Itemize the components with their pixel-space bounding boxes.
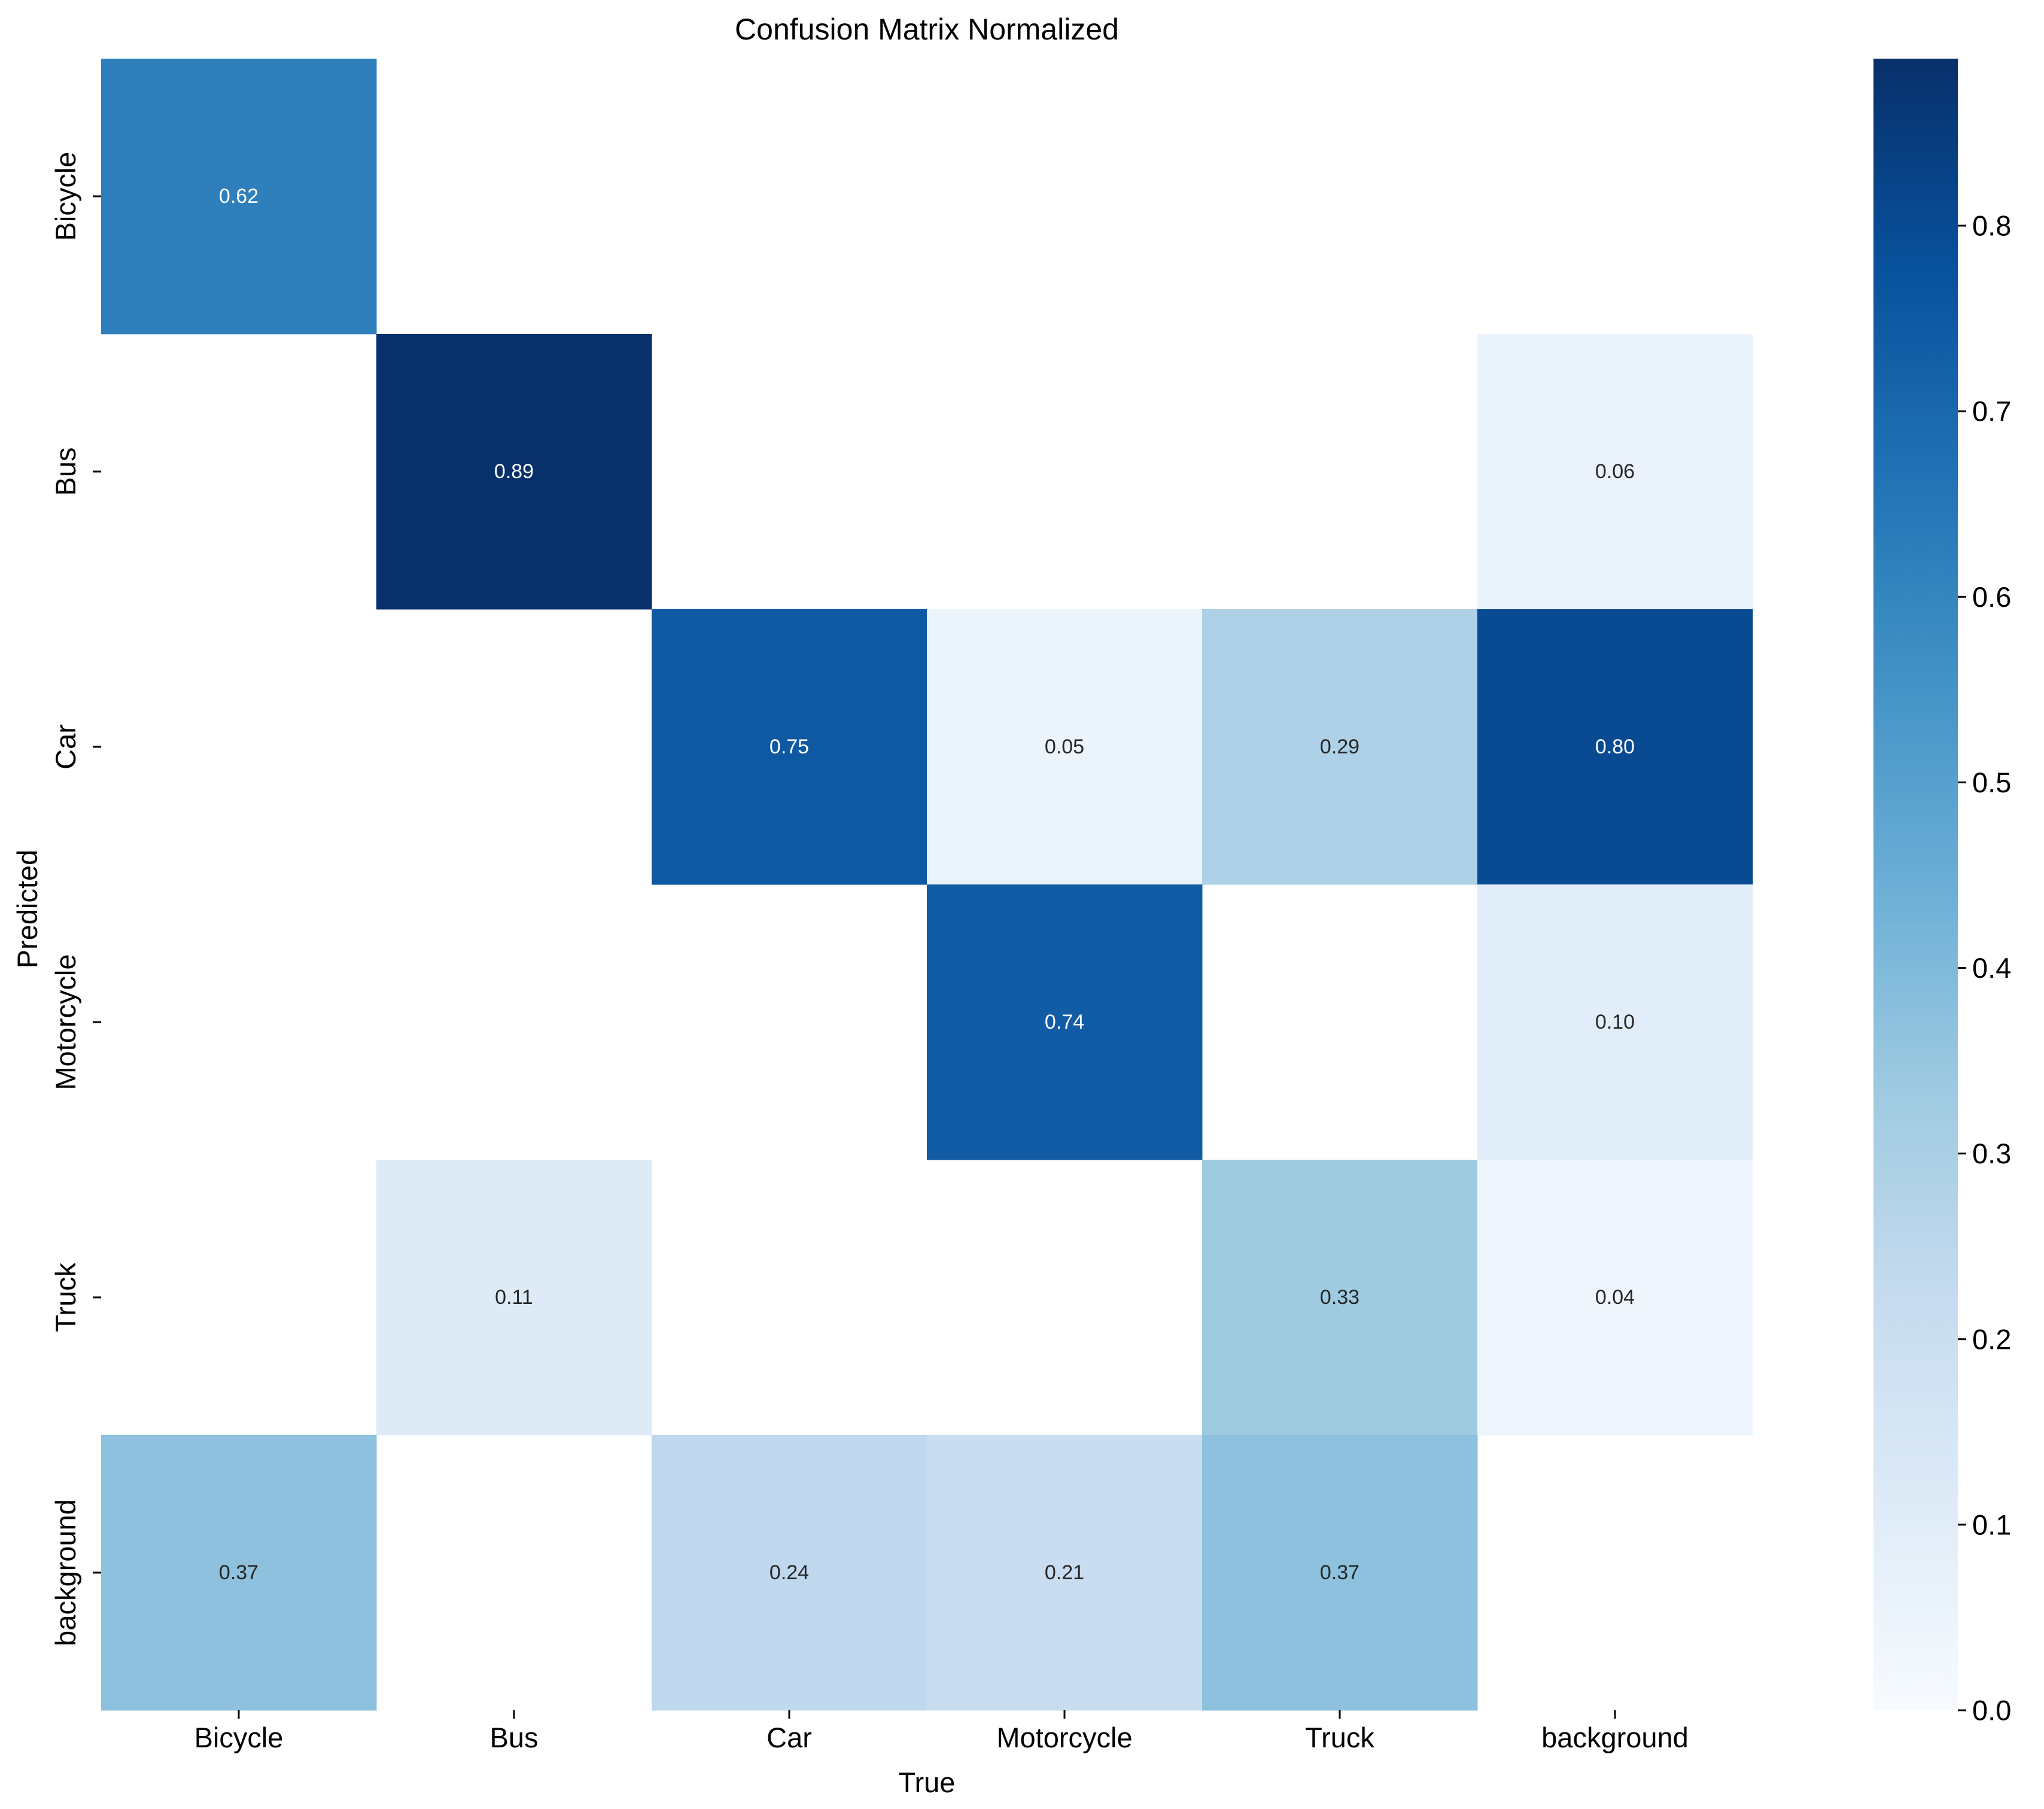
colorbar-tick-label: 0.1	[1972, 1509, 2011, 1540]
heatmap-cell	[1477, 1160, 1753, 1436]
colorbar-tick-label: 0.5	[1972, 767, 2011, 798]
cell-value-label: 0.06	[1595, 460, 1635, 483]
colorbar-ticks: 0.0 0.1 0.2 0.3 0.4 0.5 0.6 0.7 0.8	[1958, 210, 2011, 1726]
colorbar-tick-label: 0.7	[1972, 396, 2011, 427]
colorbar-tick-label: 0.3	[1972, 1138, 2011, 1169]
heatmap-cell	[1477, 884, 1753, 1160]
heatmap-cell	[927, 884, 1203, 1160]
colorbar	[1873, 59, 1958, 1710]
cell-value-label: 0.74	[1045, 1011, 1084, 1033]
cell-value-label: 0.05	[1045, 735, 1084, 758]
colorbar-tick-label: 0.0	[1972, 1695, 2011, 1726]
cell-value-label: 0.24	[769, 1561, 809, 1584]
cell-value-label: 0.89	[494, 460, 534, 483]
heatmap-cell	[376, 334, 652, 610]
heatmap-cell	[376, 1160, 652, 1436]
cell-value-label: 0.29	[1320, 735, 1359, 758]
heatmap-cell	[1202, 1435, 1478, 1711]
y-tick-label: background	[50, 1499, 81, 1646]
heatmap-cell	[927, 609, 1203, 885]
y-axis-ticks: Bicycle Bus Car Motorcycle Truck background	[50, 152, 101, 1646]
colorbar-tick-label: 0.6	[1972, 581, 2011, 613]
cell-value-label: 0.75	[769, 735, 809, 758]
y-tick-label: Motorcycle	[50, 954, 81, 1090]
colorbar-tick-label: 0.4	[1972, 952, 2011, 984]
cell-value-label: 0.10	[1595, 1011, 1635, 1033]
heatmap-cell	[927, 1435, 1203, 1711]
cell-value-label: 0.37	[219, 1561, 258, 1584]
x-tick-label: Bicycle	[194, 1722, 284, 1753]
x-axis-ticks: Bicycle Bus Car Motorcycle Truck background	[194, 1710, 1689, 1753]
heatmap-cell	[1202, 1160, 1478, 1436]
y-axis-label: Predicted	[11, 850, 43, 969]
x-tick-label: Motorcycle	[996, 1722, 1132, 1753]
colorbar-tick-label: 0.8	[1972, 210, 2011, 242]
cell-value-label: 0.21	[1045, 1561, 1084, 1584]
x-axis-label: True	[899, 1767, 956, 1798]
cell-value-label: 0.11	[495, 1286, 533, 1309]
x-tick-label: Truck	[1305, 1722, 1374, 1753]
heatmap-cells	[101, 59, 1753, 1711]
x-tick-label: background	[1541, 1722, 1689, 1753]
heatmap-cell	[652, 1435, 927, 1711]
chart-title: Confusion Matrix Normalized	[735, 13, 1119, 46]
y-tick-label: Truck	[50, 1263, 81, 1332]
x-tick-label: Bus	[490, 1722, 539, 1753]
cell-value-label: 0.33	[1320, 1286, 1359, 1309]
cell-value-label: 0.04	[1595, 1286, 1635, 1309]
x-tick-label: Car	[766, 1722, 812, 1753]
heatmap-cell	[1477, 334, 1753, 610]
heatmap-cell	[1202, 609, 1478, 885]
y-tick-label: Bus	[50, 448, 81, 496]
cell-value-label: 0.80	[1595, 735, 1635, 758]
heatmap-cell	[101, 59, 377, 335]
heatmap-cell	[652, 609, 927, 885]
cell-value-label: 0.62	[219, 185, 258, 208]
colorbar-tick-label: 0.2	[1972, 1323, 2011, 1355]
heatmap-cell-labels: 0.62 0.89 0.06 0.75 0.05 0.29 0.80 0.74 0.10 0.11…	[219, 185, 1635, 1584]
cell-value-label: 0.37	[1320, 1561, 1359, 1584]
y-tick-label: Car	[50, 724, 81, 770]
y-tick-label: Bicycle	[50, 152, 81, 241]
heatmap-cell	[1477, 609, 1753, 885]
heatmap-cell	[101, 1435, 377, 1711]
